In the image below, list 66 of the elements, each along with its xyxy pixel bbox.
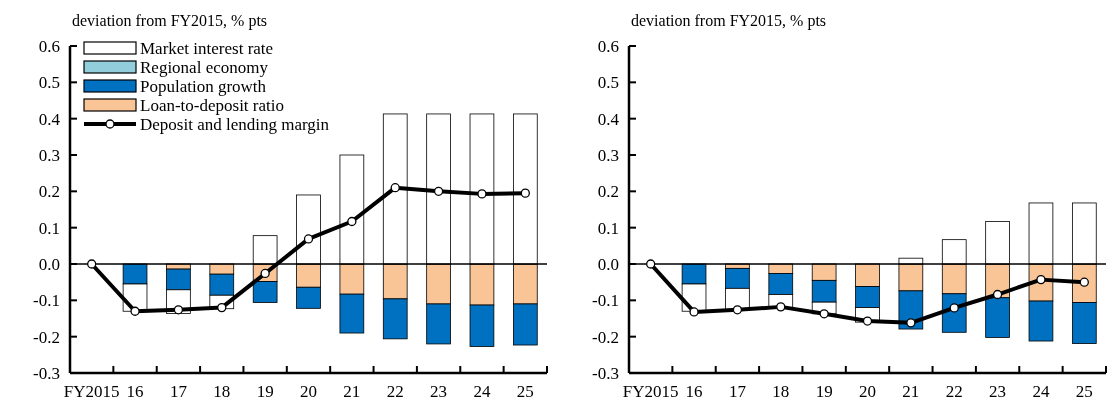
y-tick-label: 0.2 — [38, 182, 60, 202]
x-tick-label: 19 — [256, 382, 274, 401]
point — [347, 216, 357, 227]
point — [87, 259, 97, 269]
legend-label: Loan-to-deposit ratio — [140, 95, 284, 115]
point — [992, 289, 1003, 300]
y-tick-label: 0.0 — [38, 254, 60, 274]
x-tick-label: 22 — [386, 382, 404, 401]
x-tick-label: 24 — [1032, 382, 1050, 401]
x-tick-label: 20 — [300, 382, 317, 401]
x-tick-label: 21 — [902, 382, 920, 401]
x-tick-label: 21 — [343, 382, 361, 401]
y-tick-label: 0.0 — [597, 254, 619, 274]
x-tick-label: 19 — [815, 382, 833, 401]
x-tick-label: 17 — [169, 382, 188, 401]
x-tick-label: FY2015 — [622, 382, 679, 401]
y-tick-label: 0.4 — [597, 109, 620, 129]
point — [819, 309, 829, 319]
y-tick-label: -0.3 — [33, 363, 60, 383]
x-tick-label: 23 — [989, 382, 1007, 401]
y-tick-label: 0.1 — [597, 218, 619, 238]
point — [906, 318, 916, 328]
x-tick-label: 18 — [772, 382, 790, 401]
y-tick-label: 0.5 — [38, 73, 60, 93]
y-tick-label: -0.2 — [592, 327, 619, 347]
y-tick-label: -0.3 — [592, 363, 619, 383]
point — [646, 259, 656, 269]
y-tick-label: 0.6 — [597, 36, 619, 56]
point — [303, 234, 314, 244]
y-tick-label: 0.6 — [38, 36, 60, 56]
point — [390, 183, 400, 193]
x-tick-label: 25 — [516, 382, 534, 401]
x-tick-label: 16 — [685, 382, 703, 401]
legend-label: Deposit and lending margin — [140, 114, 330, 134]
y-tick-label: 0.1 — [38, 218, 60, 238]
y-tick-label: 0.3 — [597, 145, 619, 165]
point — [862, 316, 873, 326]
x-tick-label: 17 — [728, 382, 747, 401]
x-tick-label: 25 — [1075, 382, 1093, 401]
point — [433, 186, 444, 196]
y-tick-label: -0.1 — [592, 291, 619, 311]
y-tick-label: 0.3 — [38, 145, 60, 165]
legend-label: Regional economy — [140, 57, 269, 77]
x-tick-label: 18 — [213, 382, 231, 401]
point — [130, 306, 140, 316]
y-tick-label: -0.2 — [33, 327, 60, 347]
x-tick-label: 24 — [473, 382, 491, 401]
y-tick-label: 0.5 — [597, 73, 619, 93]
legend-label: Market interest rate — [140, 38, 274, 58]
x-tick-label: FY2015 — [63, 382, 120, 401]
x-tick-label: 20 — [859, 382, 876, 401]
y-tick-label: 0.2 — [597, 182, 619, 202]
x-tick-label: 22 — [945, 382, 963, 401]
y-axis-title: deviation from FY2015, % pts — [72, 12, 268, 30]
legend-label: Population growth — [140, 76, 267, 96]
point — [477, 189, 487, 199]
point — [776, 302, 786, 312]
x-tick-label: 16 — [126, 382, 144, 401]
x-tick-label: 23 — [430, 382, 448, 401]
point — [732, 305, 743, 315]
point — [689, 307, 699, 317]
point — [520, 188, 530, 198]
y-tick-label: -0.1 — [33, 291, 60, 311]
point — [173, 305, 184, 315]
y-tick-label: 0.4 — [38, 109, 61, 129]
y-axis-title: deviation from FY2015, % pts — [631, 12, 827, 30]
